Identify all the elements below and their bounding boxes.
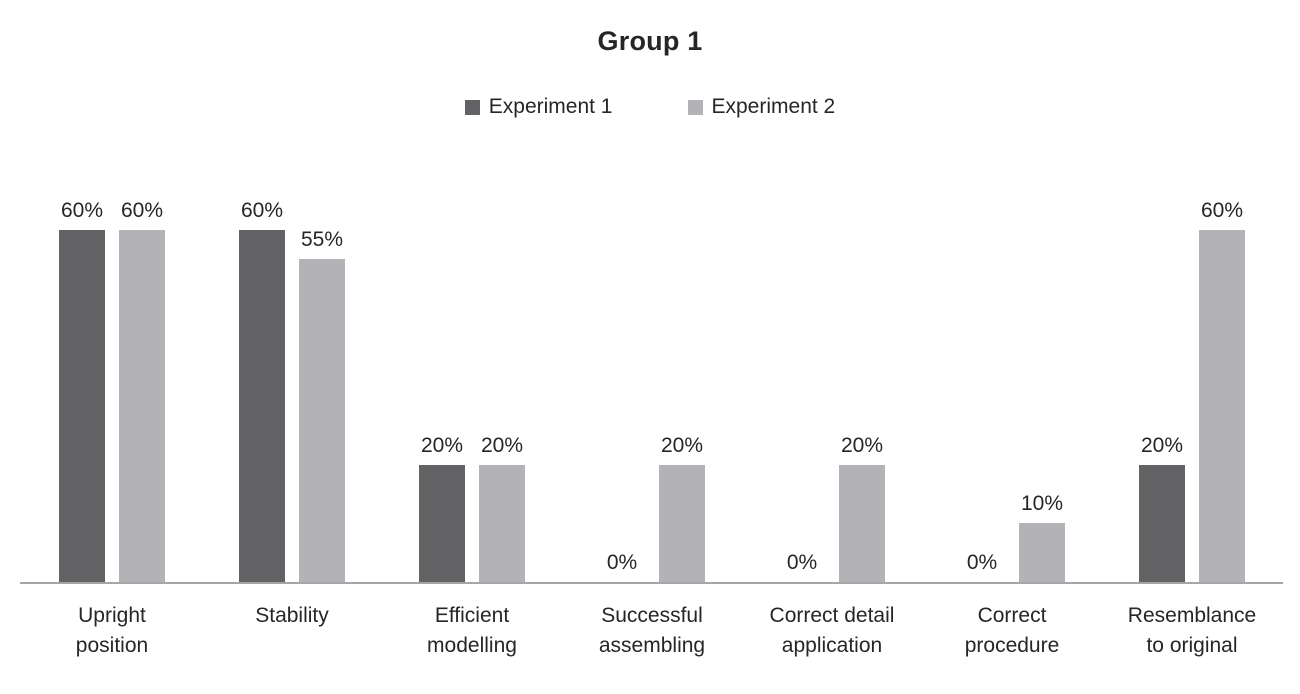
bar-group: 0% 20% — [742, 434, 922, 582]
value-label: 0% — [966, 551, 998, 574]
bar-group: 0% 10% — [922, 492, 1102, 582]
bar-column-series-1: 0% — [779, 551, 825, 582]
bar-column-series-1: 0% — [599, 551, 645, 582]
category-label: Upright position — [75, 604, 149, 657]
value-label: 60% — [120, 199, 164, 222]
bar-series-2 — [119, 230, 165, 582]
plot-area: 60% 60% 60% 55% 20% 20% 0% 20% 0% 20% 0% 10% 20% 60% — [22, 150, 1282, 582]
bar-series-2 — [1199, 230, 1245, 582]
bar-column-series-2: 10% — [1019, 492, 1065, 582]
bar-column-series-1: 0% — [959, 551, 1005, 582]
legend-item-2: Experiment 2 — [687, 95, 836, 119]
value-label: 20% — [660, 434, 704, 457]
bar-column-series-1: 60% — [59, 199, 105, 582]
bar-series-1 — [1139, 465, 1185, 582]
bar-group: 0% 20% — [562, 434, 742, 582]
category-label: Resemblance to original — [1127, 604, 1257, 657]
value-label: 20% — [840, 434, 884, 457]
bar-column-series-2: 55% — [299, 228, 345, 582]
bar-series-2 — [299, 259, 345, 582]
bar-column-series-2: 60% — [119, 199, 165, 582]
bar-series-2 — [1019, 523, 1065, 582]
bar-series-1 — [239, 230, 285, 582]
bar-column-series-1: 60% — [239, 199, 285, 582]
bar-series-2 — [659, 465, 705, 582]
legend: Experiment 1 Experiment 2 — [0, 95, 1300, 119]
bar-column-series-2: 20% — [839, 434, 885, 582]
value-label: 0% — [606, 551, 638, 574]
value-label: 55% — [300, 228, 344, 251]
bar-group: 20% 60% — [1102, 199, 1282, 582]
x-axis-line — [20, 582, 1283, 584]
chart-title: Group 1 — [597, 26, 703, 56]
bar-group: 60% 60% — [22, 199, 202, 582]
value-label: 60% — [240, 199, 284, 222]
bar-group: 60% 55% — [202, 199, 382, 582]
value-label: 60% — [60, 199, 104, 222]
bar-column-series-1: 20% — [1139, 434, 1185, 582]
value-label: 20% — [480, 434, 524, 457]
bar-column-series-2: 20% — [479, 434, 525, 582]
bar-series-1 — [59, 230, 105, 582]
bar-series-2 — [479, 465, 525, 582]
legend-swatch-icon — [687, 99, 703, 115]
category-label: Stability — [255, 604, 329, 627]
value-label: 20% — [1140, 434, 1184, 457]
value-label: 0% — [786, 551, 818, 574]
x-axis-labels: Upright position Stability Efficient model… — [22, 601, 1282, 661]
bar-series-2 — [839, 465, 885, 582]
category-label: Correct procedure — [964, 604, 1060, 657]
category-label: Efficient modelling — [427, 604, 517, 657]
legend-label: Experiment 1 — [488, 95, 613, 118]
legend-swatch-icon — [464, 99, 480, 115]
value-label: 10% — [1020, 492, 1064, 515]
value-label: 20% — [420, 434, 464, 457]
category-label: Successful assembling — [598, 604, 706, 657]
bar-column-series-1: 20% — [419, 434, 465, 582]
category-label: Correct detail application — [769, 604, 895, 657]
bar-column-series-2: 20% — [659, 434, 705, 582]
bar-group: 20% 20% — [382, 434, 562, 582]
legend-item-1: Experiment 1 — [464, 95, 613, 119]
bar-series-1 — [419, 465, 465, 582]
value-label: 60% — [1200, 199, 1244, 222]
bar-column-series-2: 60% — [1199, 199, 1245, 582]
legend-label: Experiment 2 — [711, 95, 836, 118]
